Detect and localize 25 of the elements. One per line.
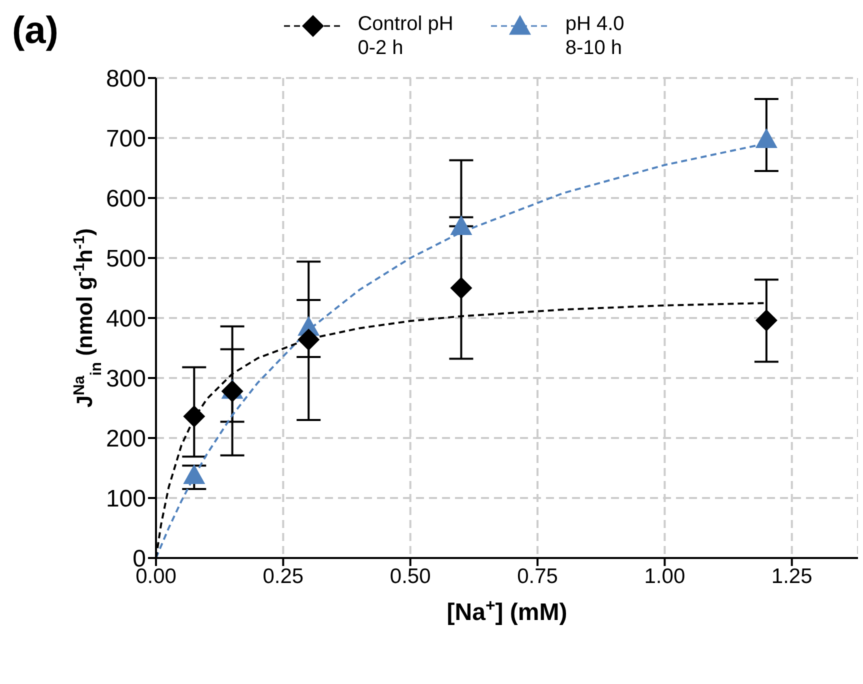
x-tick-label: 0.25 [262, 564, 304, 588]
point [755, 128, 778, 148]
x-tick-label: 1.00 [644, 564, 686, 588]
y-tick-label: 400 [106, 306, 146, 333]
point [298, 328, 320, 351]
x-tick-label: 0.50 [390, 564, 431, 588]
point [183, 405, 206, 428]
y-tick-label: 300 [106, 366, 146, 393]
y-tick-label: 100 [106, 486, 146, 513]
y-tick-label: 700 [106, 126, 146, 153]
x-tick-label: 1.25 [771, 564, 812, 588]
point [450, 215, 472, 235]
legend-label: pH 4.0 8-10 h [565, 12, 624, 60]
chart-title: (a) [12, 10, 58, 53]
y-tick-label: 600 [106, 186, 146, 213]
point [183, 464, 206, 484]
point [450, 277, 472, 299]
x-tick-label: 0.75 [517, 564, 558, 588]
point [755, 309, 778, 332]
y-tick-label: 200 [106, 426, 146, 453]
y-tick-label: 800 [106, 66, 146, 93]
x-axis-title: [Na$^{+}$] (mM) [446, 596, 568, 626]
y-tick-label: 500 [106, 246, 146, 273]
legend-label: Control pH 0-2 h [358, 12, 454, 60]
point [221, 380, 244, 402]
